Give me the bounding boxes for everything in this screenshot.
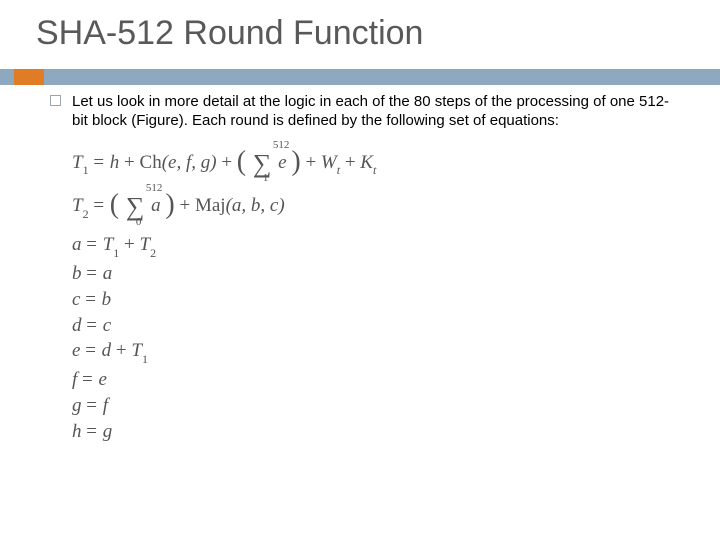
lparen: ( <box>237 146 246 177</box>
slide-title: SHA-512 Round Function <box>0 0 720 63</box>
eq-sign: = <box>93 195 109 216</box>
plus: + <box>124 234 139 255</box>
eq-sign: = <box>85 340 101 361</box>
accent-bar-gray <box>0 69 720 85</box>
sigma-icon: ∑ 512 1 <box>253 150 272 177</box>
plus: + <box>221 152 236 173</box>
equation-f: f = e <box>72 370 680 390</box>
eq-lhs: c <box>72 289 80 310</box>
eq-rhs: e <box>99 369 107 390</box>
sigma-arg: a <box>151 195 161 216</box>
eq-a-t1s: 1 <box>113 246 119 260</box>
plus: + <box>116 340 131 361</box>
equation-d: d = c <box>72 316 680 336</box>
plus: + <box>345 152 360 173</box>
t1-k: K <box>360 152 373 173</box>
t1-w: W <box>321 152 337 173</box>
equation-b: b = a <box>72 264 680 284</box>
equation-h: h = g <box>72 422 680 442</box>
equation-a: a = T1 + T2 <box>72 235 680 257</box>
eq-sign: = <box>86 234 102 255</box>
rparen: ) <box>165 189 174 220</box>
sigma-upper: 512 <box>273 140 290 152</box>
eq-sign: = <box>93 152 109 173</box>
t1-ch-args: (e, f, g) <box>162 152 217 173</box>
t2-lhs-sub: 2 <box>83 207 89 221</box>
t1-w-sub: t <box>337 163 340 177</box>
rparen: ) <box>291 146 300 177</box>
slide-body: Let us look in more detail at the logic … <box>0 85 720 442</box>
intro-paragraph: Let us look in more detail at the logic … <box>72 93 680 131</box>
equations-block: T1 = h + Ch(e, f, g) + ( ∑ 512 1 e ) + W… <box>72 149 680 442</box>
eq-lhs: e <box>72 340 80 361</box>
sigma-upper: 512 <box>146 183 163 195</box>
sigma-lower: 0 <box>136 217 142 229</box>
eq-rhs: c <box>103 315 111 336</box>
equation-e: e = d + T1 <box>72 341 680 363</box>
lparen: ( <box>110 189 119 220</box>
equation-c: c = b <box>72 290 680 310</box>
intro-text: Let us look in more detail at the logic … <box>72 93 669 129</box>
t2-lhs: T <box>72 195 83 216</box>
accent-bar-orange <box>14 69 44 85</box>
t1-h: h <box>110 152 120 173</box>
eq-sign: = <box>86 263 102 284</box>
accent-bar <box>0 69 720 85</box>
eq-rhs: f <box>103 395 108 416</box>
plus: + <box>180 195 195 216</box>
eq-lhs: g <box>72 395 82 416</box>
eq-lhs: h <box>72 421 82 442</box>
eq-a-t2s: 2 <box>150 246 156 260</box>
eq-a-t1: T <box>103 234 114 255</box>
bullet-box-icon <box>50 95 61 106</box>
eq-sign: = <box>85 289 101 310</box>
eq-rhs: g <box>103 421 113 442</box>
t2-maj: Maj <box>195 195 226 216</box>
t1-lhs-sub: 1 <box>83 163 89 177</box>
eq-lhs: b <box>72 263 82 284</box>
plus: + <box>305 152 320 173</box>
eq-sign: = <box>82 369 98 390</box>
eq-lhs: f <box>72 369 77 390</box>
sigma-icon: ∑ 512 0 <box>126 193 145 220</box>
equation-g: g = f <box>72 396 680 416</box>
t2-maj-args: (a, b, c) <box>226 195 285 216</box>
t1-k-sub: t <box>373 163 376 177</box>
t1-ch: Ch <box>140 152 162 173</box>
eq-sign: = <box>86 421 102 442</box>
eq-rhs: a <box>103 263 113 284</box>
equation-t2: T2 = ( ∑ 512 0 a ) + Maj(a, b, c) <box>72 192 680 221</box>
eq-e-d: d <box>102 340 112 361</box>
eq-sign: = <box>86 395 102 416</box>
t1-lhs: T <box>72 152 83 173</box>
eq-rhs: b <box>102 289 112 310</box>
eq-lhs: d <box>72 315 82 336</box>
eq-e-t1s: 1 <box>142 352 148 366</box>
equation-t1: T1 = h + Ch(e, f, g) + ( ∑ 512 1 e ) + W… <box>72 149 680 178</box>
plus: + <box>124 152 139 173</box>
sigma-lower: 1 <box>263 173 269 185</box>
eq-lhs: a <box>72 234 82 255</box>
eq-sign: = <box>86 315 102 336</box>
eq-a-t2: T <box>140 234 151 255</box>
eq-e-t1: T <box>131 340 142 361</box>
sigma-arg: e <box>278 152 286 173</box>
